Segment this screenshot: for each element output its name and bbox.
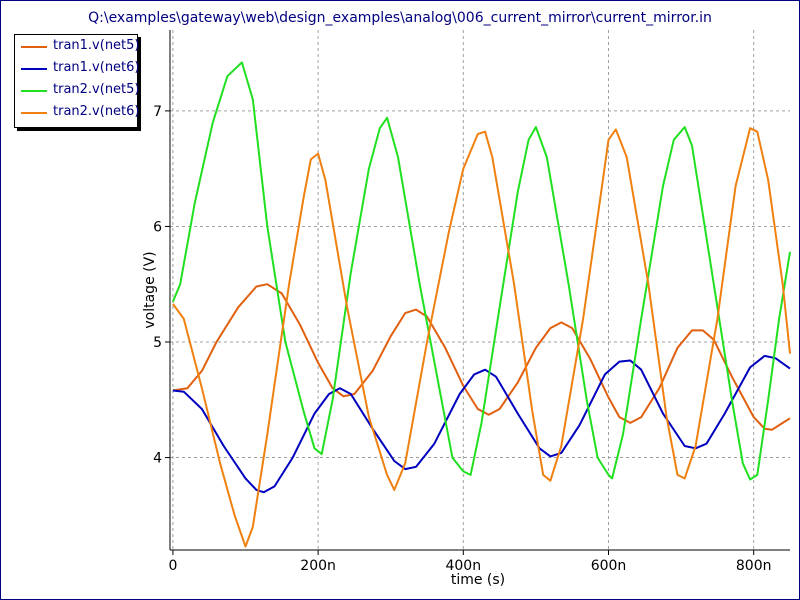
series-line-tran2-v-net5 (171, 61, 791, 481)
legend-label-tran1-net6: tran1.v(net6) (53, 60, 140, 75)
legend-swatch-tran1-net6 (21, 68, 47, 70)
legend-label-tran1-net5: tran1.v(net5) (53, 38, 140, 53)
x-tick-label: 600n (591, 558, 627, 574)
series-layer (171, 61, 791, 548)
axis-layer: 0 200n 400n 600n 800n 4 5 6 7 (153, 30, 790, 574)
x-tick-label: 0 (168, 558, 177, 574)
y-tick-label: 5 (153, 335, 162, 351)
series-line-tran1-v-net5 (172, 283, 791, 431)
legend-label-tran2-net6: tran2.v(net6) (53, 104, 140, 119)
legend: tran1.v(net5) tran1.v(net6) tran2.v(net5… (14, 34, 140, 128)
grid-layer (170, 30, 790, 550)
series-line-tran1-v-net6 (172, 354, 791, 494)
y-axis-label: voltage (V) (142, 251, 158, 328)
x-tick-label: 800n (736, 558, 772, 574)
x-axis-label: time (s) (451, 572, 505, 588)
legend-swatch-tran2-net5 (21, 90, 47, 92)
x-tick-label: 400n (445, 558, 481, 574)
x-tick-label: 200n (300, 558, 336, 574)
legend-swatch-tran2-net6 (21, 112, 47, 114)
chart-title: Q:\examples\gateway\web\design_examples\… (88, 10, 712, 26)
y-tick-label: 4 (153, 451, 162, 467)
series-line-tran2-v-net6 (172, 127, 791, 548)
legend-label-tran2-net5: tran2.v(net5) (53, 82, 140, 97)
y-tick-label: 6 (153, 219, 162, 235)
y-tick-label: 7 (153, 104, 162, 120)
legend-swatch-tran1-net5 (21, 46, 47, 48)
